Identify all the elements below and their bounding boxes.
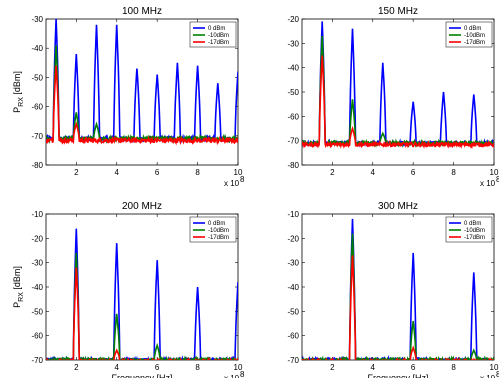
- x-tick-label: 10: [490, 168, 499, 177]
- y-tick-label: -10: [31, 210, 43, 219]
- x-exponent: 8: [496, 175, 499, 184]
- legend-entry: -10dBm: [464, 33, 485, 39]
- y-tick-label: -10: [287, 210, 299, 219]
- y-tick-label: -50: [287, 88, 299, 97]
- chart-title: 150 MHz: [378, 6, 418, 17]
- y-tick-label: -60: [31, 103, 43, 112]
- y-tick-label: -70: [31, 132, 43, 141]
- x-axis-label: Frequency [Hz]: [367, 373, 428, 378]
- y-tick-label: -20: [287, 15, 299, 24]
- y-tick-label: -50: [287, 307, 299, 316]
- y-tick-label: -50: [31, 307, 43, 316]
- x-tick-label: 2: [74, 363, 79, 372]
- y-tick-label: -60: [31, 332, 43, 341]
- x-tick-label: 4: [371, 363, 376, 372]
- x-exponent: 8: [496, 370, 499, 378]
- y-tick-label: -70: [31, 356, 43, 365]
- x-tick-label: 6: [155, 168, 160, 177]
- chart-title: 100 MHz: [122, 6, 162, 17]
- x-tick-label: 8: [195, 363, 200, 372]
- x-axis-label: Frequency [Hz]: [111, 373, 172, 378]
- chart-title: 200 MHz: [122, 201, 162, 212]
- x-exponent: 8: [240, 175, 245, 184]
- y-tick-label: -40: [287, 283, 299, 292]
- chart-title: 300 MHz: [378, 201, 418, 212]
- legend-entry: -17dBm: [208, 40, 229, 46]
- y-tick-label: -50: [31, 73, 43, 82]
- legend-entry: -17dBm: [208, 235, 229, 241]
- x-tick-label: 8: [451, 168, 456, 177]
- y-tick-label: -20: [31, 234, 43, 243]
- x-tick-label: 8: [195, 168, 200, 177]
- y-tick-label: -30: [287, 259, 299, 268]
- chart-panel-4: 300 MHz-70-60-50-40-30-20-10246810x 108F…: [287, 201, 499, 378]
- series-line--17dbm: [46, 267, 238, 360]
- legend-entry: 0 dBm: [208, 26, 225, 32]
- legend-entry: -10dBm: [464, 228, 485, 234]
- y-tick-label: -80: [31, 161, 43, 170]
- x-exponent-label: x 10: [480, 374, 496, 378]
- legend: 0 dBm-10dBm-17dBm: [445, 216, 493, 243]
- y-axis-label: PRX [dBm]: [12, 266, 25, 308]
- legend-entry: -10dBm: [208, 228, 229, 234]
- x-exponent-label: x 10: [480, 179, 496, 188]
- legend-entry: 0 dBm: [208, 221, 225, 227]
- legend-entry: -17dBm: [464, 235, 485, 241]
- chart-panel-1: 100 MHz-80-70-60-50-40-302 4 6 8 10x 10 8PRX …: [12, 6, 245, 188]
- y-tick-label: -40: [31, 283, 43, 292]
- x-exponent-label: x 10: [224, 179, 240, 188]
- chart-panel-2: 150 MHz-80-70-60-50-40-30-202 4 6 8 10x 10 80…: [287, 6, 499, 188]
- legend-entry: 0 dBm: [464, 221, 481, 227]
- chart-panel-3: 200 MHz-70-60-50-40-30-20-10246810x 108P…: [12, 201, 245, 378]
- x-tick-label: 6: [411, 168, 416, 177]
- y-tick-label: -70: [287, 137, 299, 146]
- x-tick-label: 4: [115, 363, 120, 372]
- series-line--17dbm: [302, 55, 494, 150]
- x-exponent: 8: [240, 370, 245, 378]
- y-tick-label: -30: [31, 15, 43, 24]
- series-line--17dbm: [46, 65, 238, 146]
- y-tick-label: -40: [31, 44, 43, 53]
- y-tick-label: -60: [287, 332, 299, 341]
- x-tick-label: 10: [234, 363, 243, 372]
- y-tick-label: -60: [287, 112, 299, 121]
- legend-entry: -17dBm: [464, 40, 485, 46]
- y-tick-label: -30: [287, 39, 299, 48]
- x-tick-label: 4: [371, 168, 376, 177]
- x-tick-label: 2: [330, 168, 335, 177]
- y-tick-label: -80: [287, 161, 299, 170]
- x-tick-label: 4: [115, 168, 120, 177]
- y-axis-label: PRX [dBm]: [12, 71, 25, 113]
- legend: 0 dBm-10dBm-17dBm: [445, 21, 493, 48]
- x-tick-label: 6: [411, 363, 416, 372]
- x-exponent-label: x 10: [224, 374, 240, 378]
- y-tick-label: -70: [287, 356, 299, 365]
- y-tick-label: -30: [31, 259, 43, 268]
- legend: 0 dBm-10dBm-17dBm: [189, 21, 237, 48]
- x-tick-label: 2: [330, 363, 335, 372]
- legend-entry: 0 dBm: [464, 26, 481, 32]
- x-tick-label: 6: [155, 363, 160, 372]
- x-tick-label: 10: [490, 363, 499, 372]
- y-tick-label: -20: [287, 234, 299, 243]
- x-tick-label: 2: [74, 168, 79, 177]
- legend: 0 dBm-10dBm-17dBm: [189, 216, 237, 243]
- legend-entry: -10dBm: [208, 33, 229, 39]
- x-tick-label: 8: [451, 363, 456, 372]
- y-tick-label: -40: [287, 64, 299, 73]
- x-tick-label: 10: [234, 168, 243, 177]
